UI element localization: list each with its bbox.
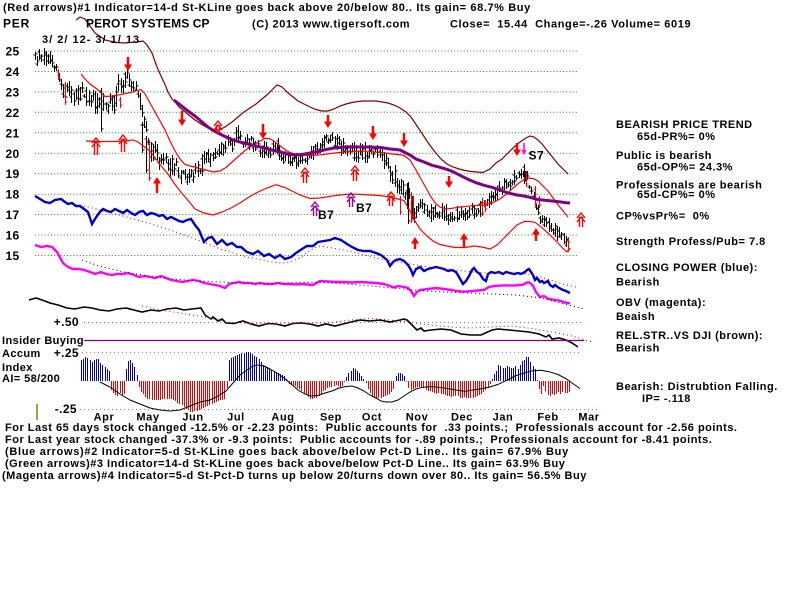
svg-text:AI= 58/200: AI= 58/200 [2,373,60,385]
svg-text:(C) 2013 www.tigersoft.com: (C) 2013 www.tigersoft.com [252,19,410,31]
svg-text:IP= -.118: IP= -.118 [642,393,691,405]
svg-text:Mar: Mar [578,412,599,424]
svg-text:B7: B7 [318,208,334,222]
svg-text:Sep: Sep [320,412,342,424]
svg-text:18: 18 [6,188,20,202]
svg-text:Strength Profess/Pub= 7.8: Strength Profess/Pub= 7.8 [616,236,766,248]
svg-text:Jan: Jan [493,412,514,424]
svg-text:22: 22 [6,106,20,120]
svg-text:Beaish: Beaish [616,311,655,323]
svg-text:Nov: Nov [406,412,429,424]
svg-text:20: 20 [6,147,20,161]
svg-text:Professionals are bearish: Professionals are bearish [616,180,762,192]
svg-text:65d-PR%= 0%: 65d-PR%= 0% [637,131,716,143]
svg-text:Jun: Jun [182,412,203,424]
svg-text:Apr: Apr [94,412,115,424]
svg-text:Index: Index [2,362,33,374]
svg-text:19: 19 [6,167,20,181]
svg-text:(Magenta arrows)#4 Indicator=5: (Magenta arrows)#4 Indicator=5-d St-Pct-… [2,470,587,482]
svg-text:Feb: Feb [537,412,558,424]
svg-text:S7: S7 [529,149,545,163]
svg-text:Jul: Jul [227,412,245,424]
svg-text:Insider Buying: Insider Buying [2,335,84,347]
svg-text:+.50: +.50 [54,315,79,329]
svg-text:Accum: Accum [2,348,41,360]
svg-text:23: 23 [6,85,20,99]
svg-text:BEARISH PRICE TREND: BEARISH PRICE TREND [616,119,753,131]
svg-text:May: May [136,412,159,424]
svg-text:OBV (magenta):: OBV (magenta): [616,297,706,309]
svg-text:3/ 2/ 12- 3/ 1/ 13: 3/ 2/ 12- 3/ 1/ 13 [42,34,140,46]
svg-text:65d-OP%= 24.3%: 65d-OP%= 24.3% [637,162,733,174]
svg-text:(Red arrows)#1 Indicator=14-d: (Red arrows)#1 Indicator=14-d St-KLine g… [3,2,531,14]
svg-text:Public is bearish: Public is bearish [616,150,712,162]
svg-text:PER: PER [3,17,30,31]
svg-text:24: 24 [6,65,20,79]
svg-text:Bearish: Bearish [616,343,660,355]
svg-text:REL.STR..VS DJI (brown):: REL.STR..VS DJI (brown): [616,330,763,342]
svg-text:For Last year stock changed -3: For Last year stock changed -37.3% or -9… [5,434,712,446]
svg-text:Oct: Oct [362,412,382,424]
svg-text:21: 21 [6,126,20,140]
svg-text:Dec: Dec [451,412,473,424]
svg-text:Bearish: Bearish [616,277,660,289]
svg-text:Close= 15.44 Change=-.26 Vol: Close= 15.44 Change=-.26 Volume= 6019 [450,19,691,31]
svg-text:CP%vsPr%= 0%: CP%vsPr%= 0% [616,211,710,223]
svg-text:PEROT SYSTEMS CP: PEROT SYSTEMS CP [86,17,210,31]
svg-text:17: 17 [6,208,20,222]
svg-text:15: 15 [6,249,20,263]
svg-text:16: 16 [6,229,20,243]
svg-text:Aug: Aug [271,412,294,424]
svg-text:CLOSING POWER (blue):: CLOSING POWER (blue): [616,262,758,274]
svg-text:25: 25 [6,45,20,59]
svg-text:For Last 65 days stock changed: For Last 65 days stock changed -12.5% or… [5,422,738,434]
svg-text:65d-CP%= 0%: 65d-CP%= 0% [637,189,716,201]
svg-text:Bearish: Distrubtion Falling.: Bearish: Distrubtion Falling. [616,381,778,393]
svg-text:-.25: -.25 [55,402,77,416]
svg-text:(Green arrows)#3 Indicator=14-: (Green arrows)#3 Indicator=14-d St-KLine… [5,458,566,470]
svg-text:(Blue arrows)#2 Indicator=5-d: (Blue arrows)#2 Indicator=5-d St-KLine g… [5,446,569,458]
svg-text:B7: B7 [356,201,372,215]
svg-text:+.25: +.25 [54,346,79,360]
